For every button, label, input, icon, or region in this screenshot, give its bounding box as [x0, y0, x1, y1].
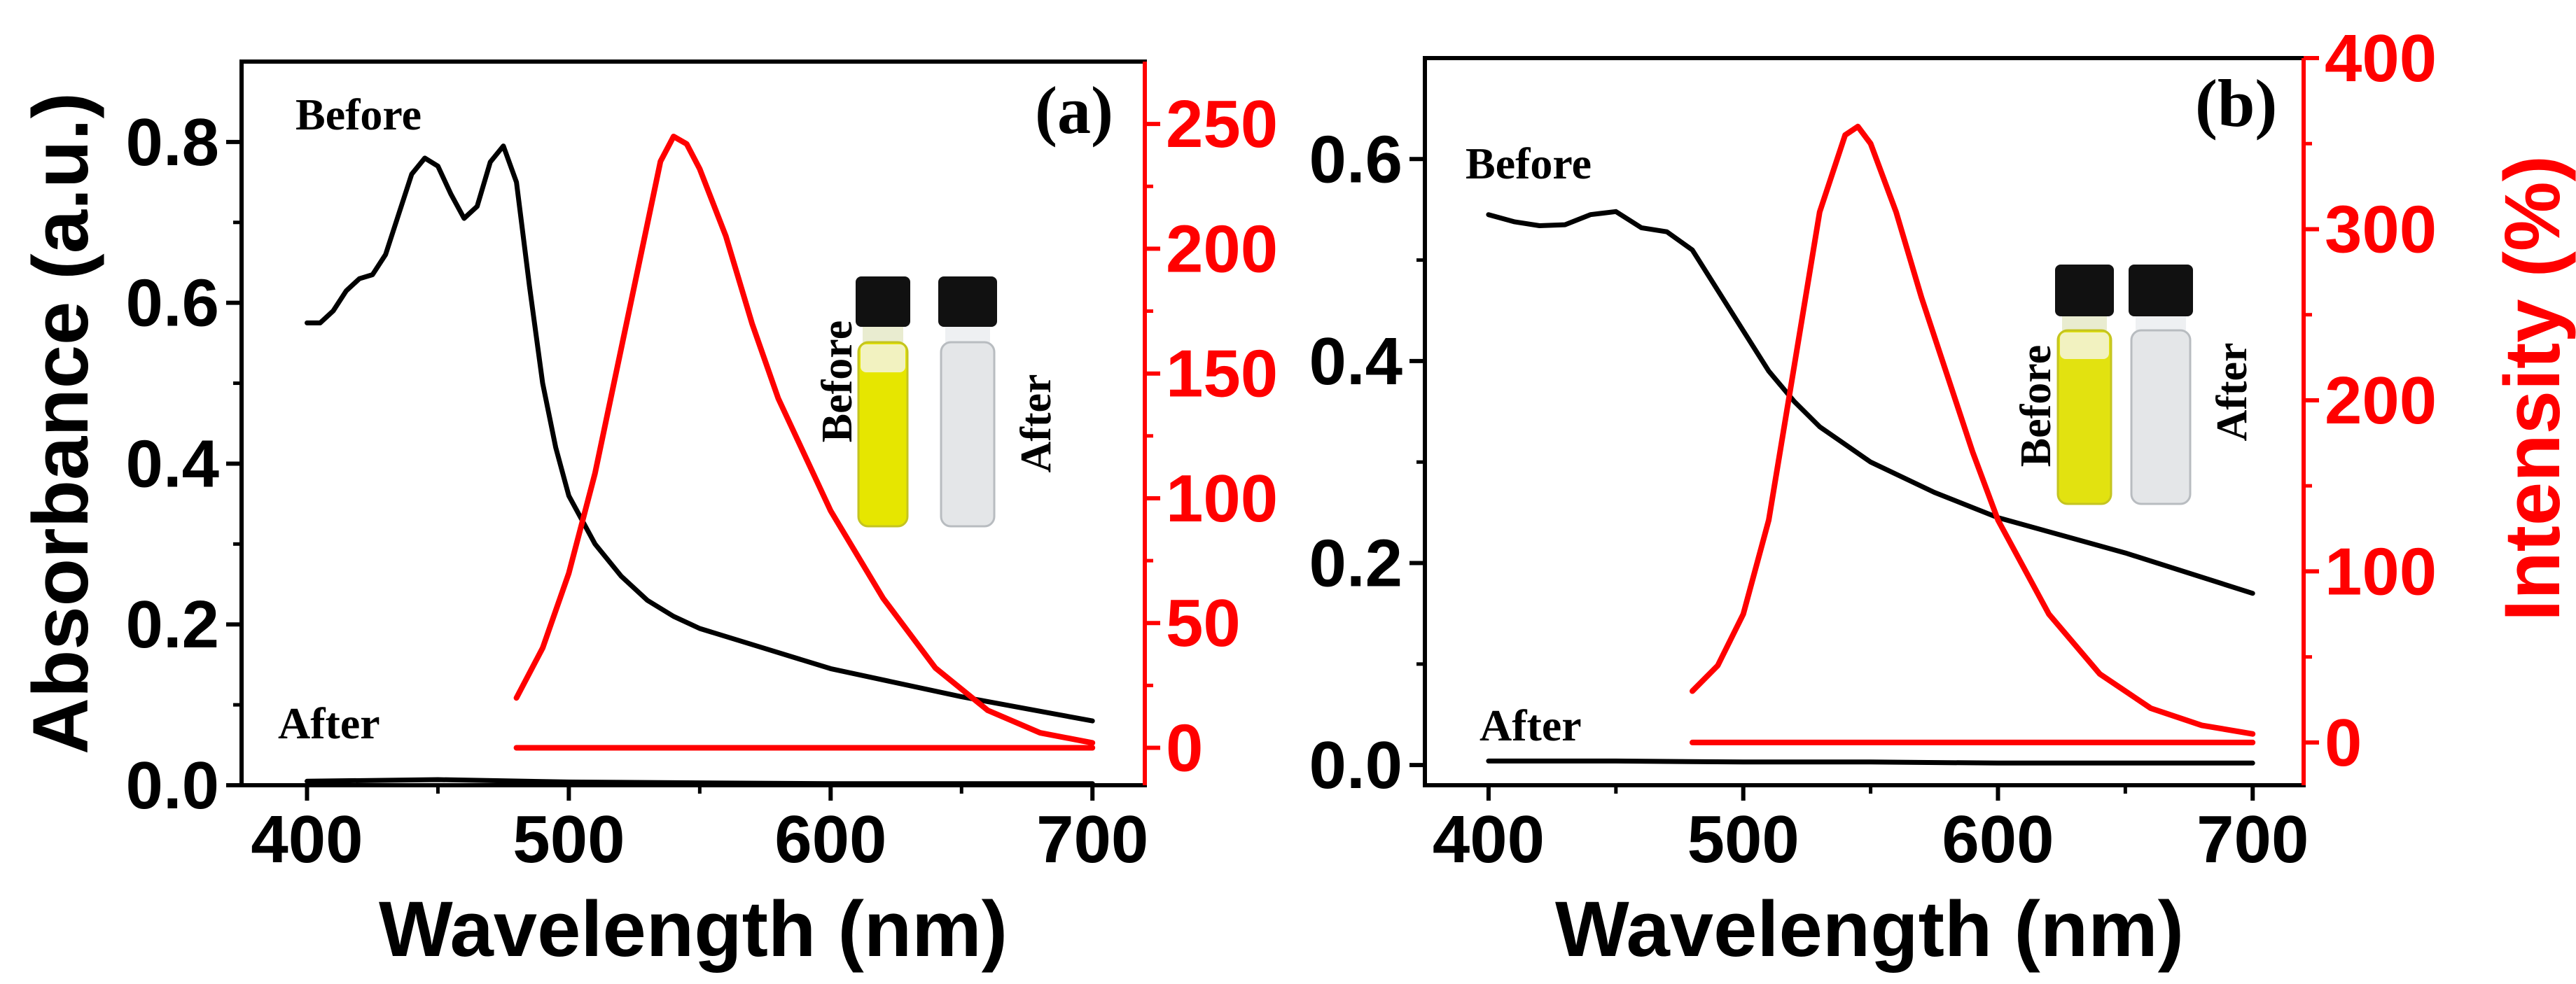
series-absorbance-before [305, 143, 1095, 724]
vial-after-cap [938, 276, 997, 327]
inset-label-before: Before [2012, 345, 2060, 467]
inset-vials-photo [856, 276, 997, 528]
x-tick-label: 400 [1433, 802, 1545, 877]
vial-after-body [2130, 329, 2192, 505]
x-tick-label: 400 [251, 802, 363, 877]
y-tick-label: 0.6 [126, 266, 219, 341]
label-after: After [278, 698, 380, 748]
inset-vials-photo [2055, 265, 2193, 505]
vial-before-neck [863, 327, 903, 342]
x-axis-title: Wavelength (nm) [1555, 885, 2184, 973]
series-absorbance-after [1486, 758, 2255, 766]
y-tick-label: 0.0 [126, 748, 219, 823]
vial-before-neck [2062, 316, 2107, 330]
y-tick-label: 0.6 [1309, 122, 1402, 197]
panel-label: (a) [1035, 73, 1113, 148]
x-tick-label: 500 [1687, 802, 1799, 877]
y-tick-label: 0.4 [126, 426, 219, 501]
inset-label-after: After [2208, 342, 2256, 441]
vial-before-body [857, 341, 909, 528]
y-right-tick-label: 100 [2325, 534, 2437, 609]
x-axis-title: Wavelength (nm) [379, 885, 1008, 973]
vial-before-body [2056, 329, 2112, 505]
inset-label-after: After [1012, 374, 1060, 472]
inset-label-before: Before [814, 321, 861, 442]
vial-before-headspace [861, 344, 905, 372]
series-intensity-before [513, 134, 1096, 746]
panel-b: 400 500 600 700 0.00.20.40.6 0100200300400 … [1309, 21, 2576, 973]
y-right-tick-label: 200 [1166, 211, 1278, 286]
x-tick-label: 500 [513, 802, 625, 877]
y-right-tick-label: 150 [1166, 337, 1278, 412]
vial-after-cap [2129, 265, 2193, 316]
x-tick-label: 700 [1036, 802, 1148, 877]
label-before: Before [1465, 139, 1592, 188]
vial-after-body [940, 341, 996, 528]
y-axis-title: Absorbance (a.u.) [17, 92, 104, 754]
x-tick-label: 600 [774, 802, 886, 877]
y-axis-right-title: Intensity (%) [2488, 155, 2576, 621]
y-tick-label: 0.2 [1309, 526, 1402, 601]
vial-before-cap [2055, 265, 2114, 316]
label-before: Before [295, 90, 422, 139]
vial-before-headspace [2060, 332, 2109, 359]
x-tick-label: 700 [2196, 802, 2309, 877]
y-right-tick-label: 200 [2325, 363, 2437, 438]
y-tick-label: 0.2 [126, 587, 219, 662]
y-tick-label: 0.8 [126, 105, 219, 180]
vial-after-neck [945, 327, 990, 342]
series-absorbance-before [1486, 209, 2255, 596]
y-right-tick-label: 400 [2325, 21, 2437, 96]
y-tick-label: 0.4 [1309, 324, 1402, 399]
series-intensity-before [1690, 123, 2256, 737]
y-right-tick-label: 100 [1166, 461, 1278, 536]
y-right-tick-label: 250 [1166, 87, 1278, 162]
vial-before-cap [856, 276, 910, 327]
x-tick-label: 600 [1942, 802, 2054, 877]
panel-a: 400 500 600 700 0.0 0.2 0.4 0.6 0.8 0 50 100 150 20… [17, 59, 1278, 973]
y-tick-label: 0.0 [1309, 728, 1402, 803]
y-right-tick-label: 300 [2325, 192, 2437, 267]
vial-after-neck [2136, 316, 2186, 330]
series-absorbance-after [305, 777, 1095, 787]
y-right-tick-label: 0 [1166, 711, 1203, 786]
y-right-tick-label: 0 [2325, 705, 2362, 780]
panel-label: (b) [2195, 66, 2277, 141]
plot-frame [239, 59, 1147, 787]
y-right-tick-label: 50 [1166, 586, 1241, 661]
label-after: After [1480, 701, 1582, 750]
